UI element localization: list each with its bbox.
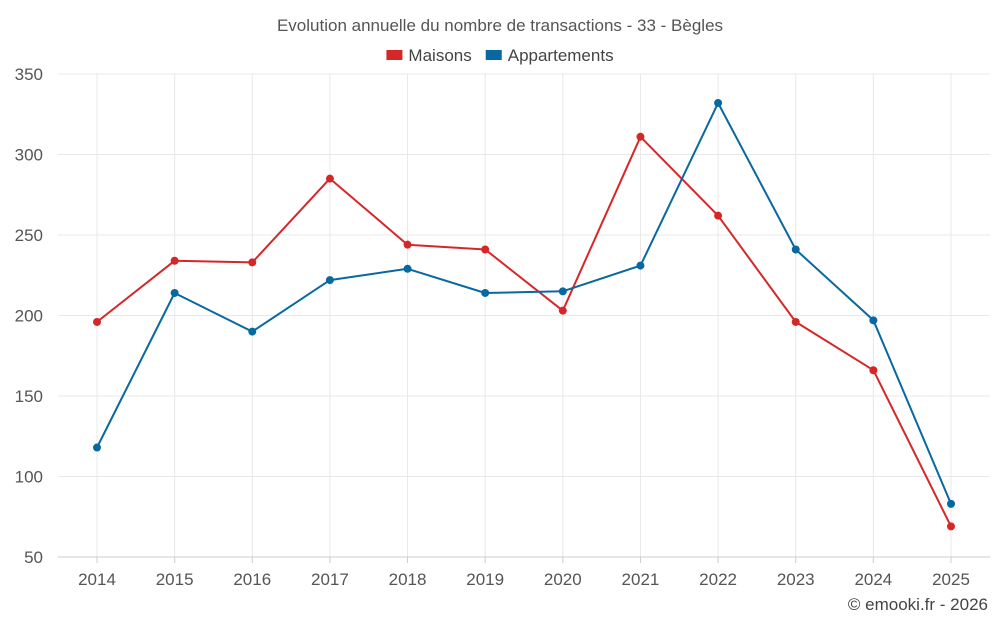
chart-title: Evolution annuelle du nombre de transact… <box>277 16 723 35</box>
y-tick-label: 250 <box>15 226 43 245</box>
data-point-maisons[interactable] <box>791 317 800 326</box>
x-tick-label: 2019 <box>466 570 504 589</box>
data-point-maisons[interactable] <box>636 132 645 141</box>
x-tick-label: 2016 <box>233 570 271 589</box>
series-line-maisons[interactable] <box>96 135 952 527</box>
data-point-maisons[interactable] <box>93 317 101 326</box>
data-point-appartements[interactable] <box>248 327 257 336</box>
data-point-maisons[interactable] <box>714 211 723 220</box>
x-tick-label: 2020 <box>544 570 582 589</box>
y-tick-label: 200 <box>15 307 43 326</box>
data-point-maisons[interactable] <box>248 258 257 267</box>
x-tick-label: 2014 <box>78 570 116 589</box>
data-point-maisons[interactable] <box>403 240 412 249</box>
data-point-maisons[interactable] <box>558 306 567 315</box>
y-tick-label: 100 <box>15 468 43 487</box>
data-point-appartements[interactable] <box>170 288 179 297</box>
y-axis: 50 100 150 200 250 300 350 <box>15 65 43 567</box>
series-layer <box>93 98 955 531</box>
data-point-maisons[interactable] <box>325 174 334 183</box>
data-point-appartements[interactable] <box>558 287 567 296</box>
data-point-maisons[interactable] <box>947 522 955 531</box>
x-axis: 2014 2015 2016 2017 2018 2019 2020 2021 2022 2023… <box>58 556 990 589</box>
grid <box>58 73 990 558</box>
data-point-appartements[interactable] <box>714 98 723 107</box>
x-tick-label: 2021 <box>622 570 660 589</box>
y-tick-label: 350 <box>15 65 43 84</box>
legend-label-appartements: Appartements <box>508 46 614 65</box>
legend-item-maisons[interactable]: Maisons <box>386 46 472 65</box>
series-line-appartements[interactable] <box>96 102 952 505</box>
data-point-maisons[interactable] <box>170 256 179 265</box>
series-maisons[interactable] <box>93 132 955 531</box>
x-tick-label: 2023 <box>777 570 815 589</box>
legend-label-maisons: Maisons <box>408 46 471 65</box>
y-tick-label: 300 <box>15 146 43 165</box>
y-tick-label: 150 <box>15 387 43 406</box>
x-tick-label: 2025 <box>932 570 970 589</box>
data-point-appartements[interactable] <box>325 276 334 285</box>
data-point-appartements[interactable] <box>791 245 800 254</box>
x-tick-label: 2018 <box>389 570 427 589</box>
legend-item-appartements[interactable]: Appartements <box>485 46 614 65</box>
legend-swatch-maisons <box>386 50 403 60</box>
y-tick-label: 50 <box>24 548 43 567</box>
data-point-appartements[interactable] <box>636 261 645 270</box>
series-appartements[interactable] <box>93 98 955 508</box>
data-point-appartements[interactable] <box>947 499 955 508</box>
data-point-appartements[interactable] <box>481 288 490 297</box>
credit-text[interactable]: © emooki.fr - 2026 <box>848 595 988 614</box>
data-point-appartements[interactable] <box>93 443 101 452</box>
x-tick-label: 2022 <box>699 570 737 589</box>
x-tick-label: 2017 <box>311 570 349 589</box>
x-tick-label: 2024 <box>854 570 892 589</box>
data-point-maisons[interactable] <box>869 366 878 375</box>
data-point-appartements[interactable] <box>869 316 878 325</box>
legend[interactable]: Maisons Appartements <box>386 46 614 65</box>
data-point-appartements[interactable] <box>403 264 412 273</box>
data-point-maisons[interactable] <box>481 245 490 254</box>
x-tick-label: 2015 <box>156 570 194 589</box>
legend-swatch-appartements <box>485 50 502 60</box>
